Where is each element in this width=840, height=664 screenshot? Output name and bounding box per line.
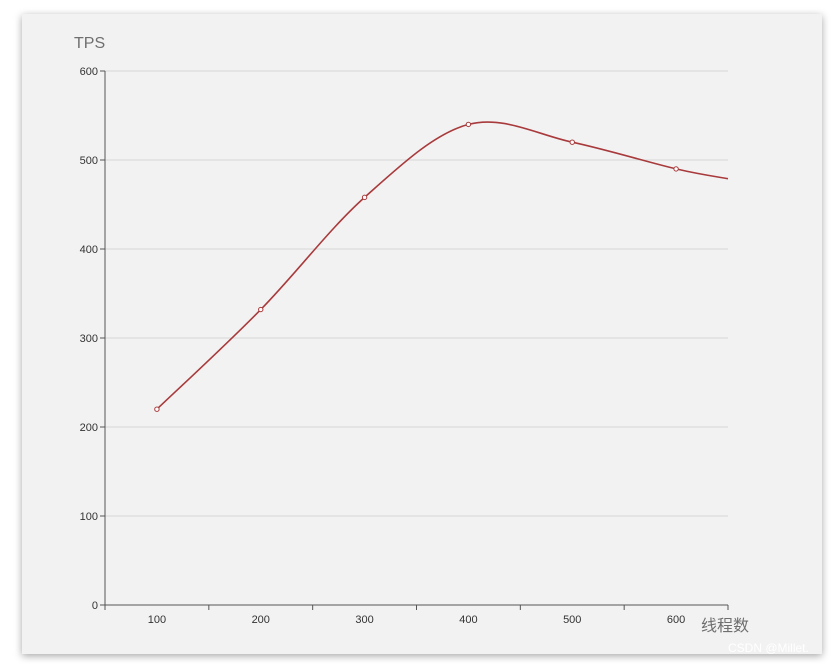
x-tick-label: 500 — [563, 614, 581, 626]
y-tick-label: 600 — [80, 66, 98, 78]
x-axis-title: 线程数 — [701, 617, 749, 635]
y-tick-label: 500 — [80, 155, 98, 167]
tick-labels: 0 100 200 300 400 500 600 100 200 300 400 500 600 — [80, 66, 686, 626]
x-tick-label: 600 — [667, 614, 685, 626]
y-tick-label: 0 — [92, 600, 98, 612]
chart-panel — [22, 14, 822, 654]
x-tick-label: 200 — [252, 614, 270, 626]
y-axis-title: TPS — [74, 35, 105, 52]
data-point-500 — [569, 139, 575, 145]
y-tick-label: 100 — [80, 511, 98, 523]
data-point-200 — [258, 306, 264, 313]
y-tick-label: 200 — [80, 422, 98, 434]
x-tick-label: 400 — [459, 614, 477, 626]
data-point-100 — [154, 406, 160, 412]
gridlines — [105, 70, 728, 517]
data-point-400 — [465, 121, 472, 128]
data-point-600 — [673, 166, 679, 172]
x-tick-label: 100 — [148, 614, 166, 626]
data-points — [154, 121, 679, 412]
y-tick-label: 300 — [80, 333, 98, 345]
data-point-300 — [361, 194, 368, 201]
y-tick-label: 400 — [80, 244, 98, 256]
axes — [100, 70, 729, 610]
x-tick-label: 300 — [355, 614, 373, 626]
watermark: CSDN @Millet. — [728, 641, 809, 655]
